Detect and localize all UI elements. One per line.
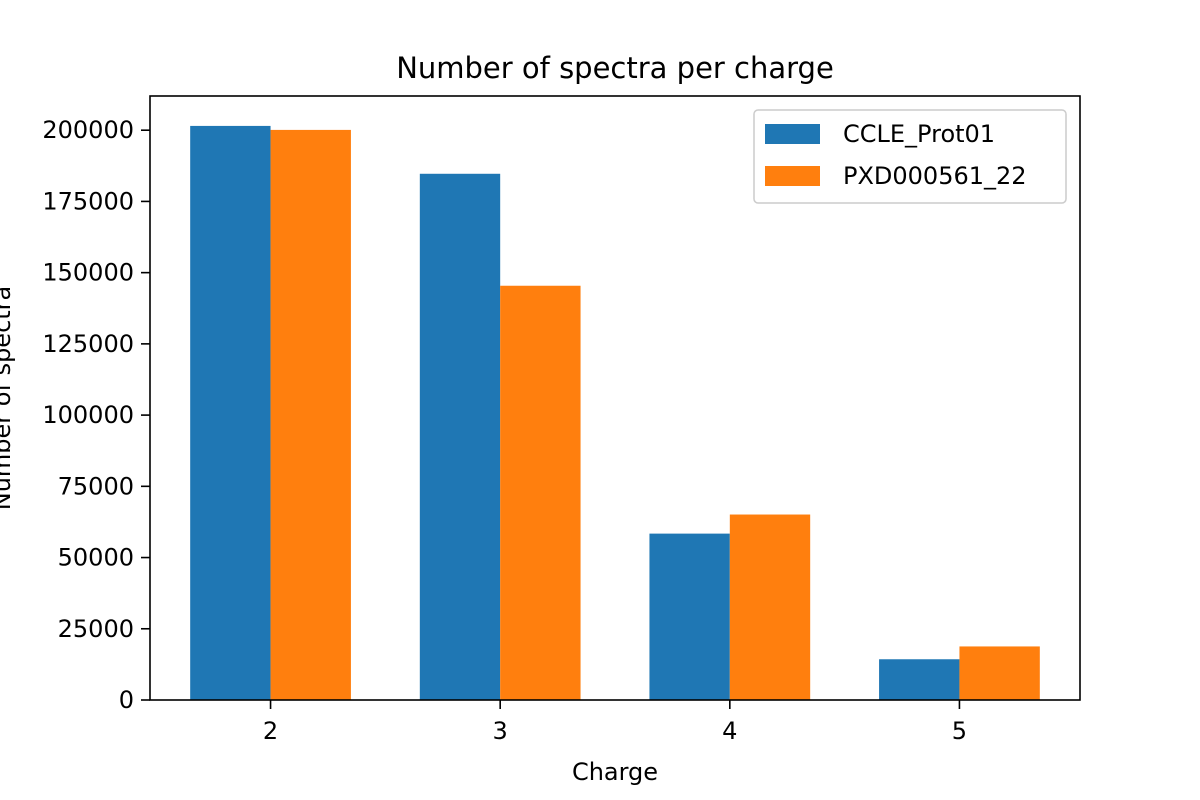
bar-pxd000561-22-charge-4 [729, 514, 811, 700]
chart-title: Number of spectra per charge [396, 51, 834, 85]
bar-pxd000561-22-charge-2 [270, 129, 351, 700]
y-tick-label: 0 [119, 686, 134, 714]
y-axis: 0 25000 50000 75000 100000 125000 150000 175000… [42, 116, 150, 714]
bar-ccle-prot01-charge-5 [879, 659, 960, 700]
bar-pxd000561-22-charge-3 [500, 285, 581, 700]
y-tick-label: 25000 [58, 615, 134, 643]
legend-frame [753, 109, 1067, 204]
y-tick-label: 150000 [42, 259, 134, 287]
legend-swatch-pxd000561-22 [765, 166, 820, 186]
legend-label-pxd000561-22: PXD000561_22 [843, 162, 1027, 190]
x-tick-label: 4 [722, 717, 737, 745]
y-axis-label: Number of spectra [0, 286, 16, 510]
plot-frame [149, 95, 1081, 701]
legend-label-ccle-prot01: CCLE_Prot01 [843, 120, 995, 148]
bars-group [190, 125, 1040, 701]
bar-ccle-prot01-charge-2 [190, 125, 271, 700]
bar-pxd000561-22-charge-5 [959, 646, 1040, 700]
x-axis-label: Charge [572, 758, 658, 786]
bar-ccle-prot01-charge-4 [649, 533, 730, 700]
legend-swatch-ccle-prot01 [765, 124, 820, 144]
y-tick-label: 125000 [42, 330, 134, 358]
x-axis: 2 3 4 5 [263, 700, 967, 745]
x-tick-label: 3 [493, 717, 508, 745]
y-tick-label: 75000 [58, 472, 134, 500]
y-tick-label: 50000 [58, 544, 134, 572]
x-tick-label: 2 [263, 717, 278, 745]
y-tick-label: 200000 [42, 116, 134, 144]
legend: CCLE_Prot01 PXD000561_22 [753, 109, 1067, 204]
y-tick-label: 175000 [42, 187, 134, 215]
x-tick-label: 5 [952, 717, 967, 745]
bar-ccle-prot01-charge-3 [419, 173, 501, 701]
y-tick-label: 100000 [42, 401, 134, 429]
